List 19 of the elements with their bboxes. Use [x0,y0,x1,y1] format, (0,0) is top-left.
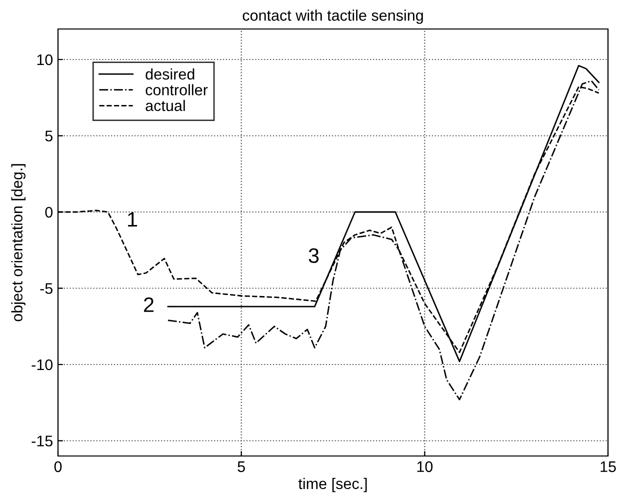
y-tick-label: 5 [45,130,52,142]
y-tick-label: -5 [40,283,52,294]
chart-title: contact with tactile sensing [242,10,423,24]
x-tick-label: 0 [54,461,62,472]
y-tick-label: -10 [32,359,53,370]
legend-label: controller [146,84,208,96]
x-tick-label: 15 [600,461,616,472]
x-axis-title: time [sec.] [298,478,367,492]
y-tick-label: 10 [37,54,53,66]
y-tick-label: -15 [32,436,52,446]
x-tick-label: 5 [238,461,245,472]
y-axis-title: object orientation [deg.] [11,164,26,322]
legend-label: desired [146,68,194,80]
annotation: 1 [128,212,138,227]
legend-label: actual [146,100,185,112]
x-tick-label: 10 [417,461,433,472]
y-tick-label: 0 [45,206,53,218]
annotation: 3 [308,248,319,264]
annotation: 2 [144,297,154,312]
